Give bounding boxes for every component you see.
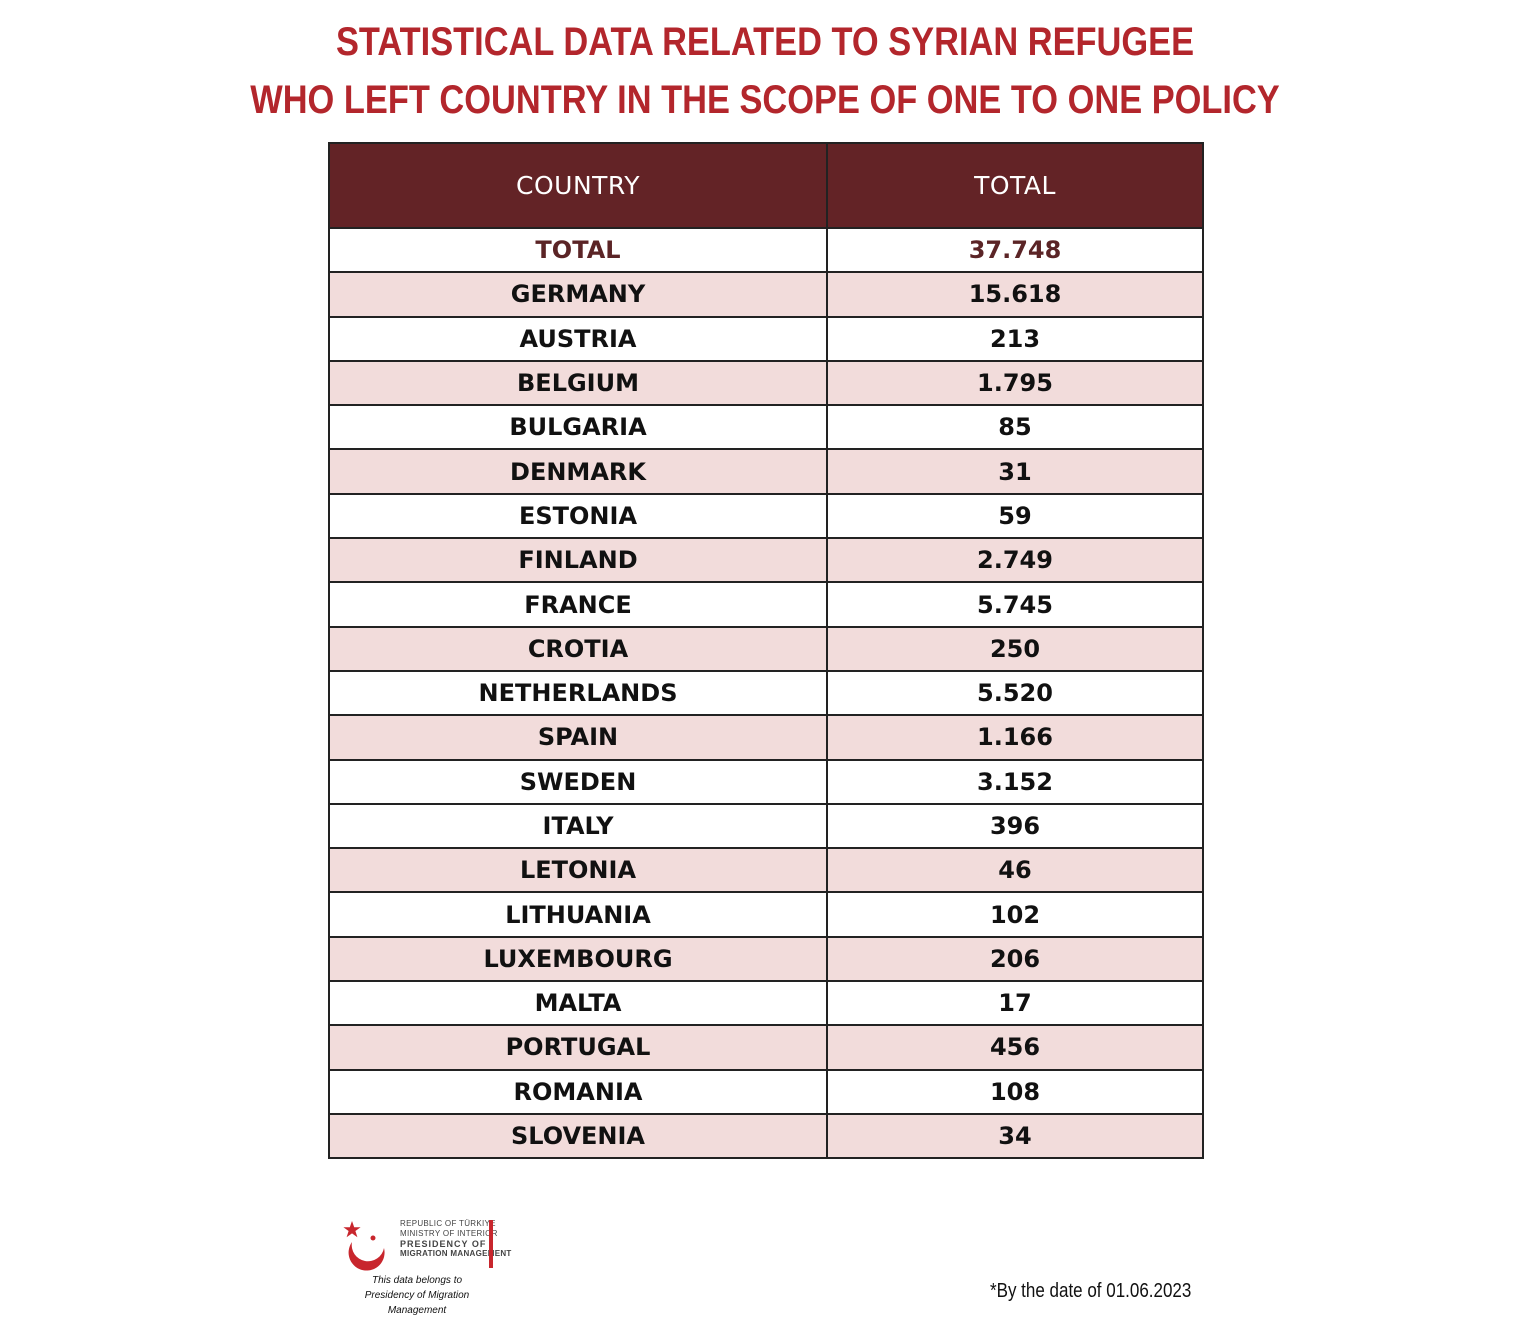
country-cell: CROTIA — [328, 625, 828, 672]
total-cell: 1.166 — [826, 714, 1204, 761]
country-cell: LITHUANIA — [328, 891, 828, 938]
crescent-star-icon — [343, 1221, 385, 1271]
total-cell: 31 — [826, 448, 1204, 495]
total-cell: 2.749 — [826, 537, 1204, 584]
logo-line-4: MIGRATION MANAGEMENT — [400, 1249, 512, 1258]
total-cell: 250 — [826, 625, 1204, 672]
country-cell: MALTA — [328, 980, 828, 1027]
total-cell: 15.618 — [826, 271, 1204, 318]
country-cell: SLOVENIA — [328, 1112, 828, 1160]
table-row: DENMARK 31 — [328, 448, 1204, 495]
page-title-line-1: STATISTICAL DATA RELATED TO SYRIAN REFUG… — [335, 20, 1195, 64]
country-cell: PORTUGAL — [328, 1024, 828, 1071]
country-cell: ESTONIA — [328, 492, 828, 540]
table-row: FRANCE 5.745 — [328, 581, 1204, 628]
country-cell: DENMARK — [328, 448, 828, 495]
country-cell: ROMANIA — [328, 1068, 828, 1115]
total-cell: 396 — [826, 802, 1204, 850]
table-row: ESTONIA 59 — [328, 492, 1204, 540]
table-row: LUXEMBOURG 206 — [328, 935, 1204, 983]
belongs-line-1: This data belongs to — [371, 1275, 463, 1286]
total-cell: 108 — [826, 1068, 1204, 1115]
country-cell: SWEDEN — [328, 758, 828, 805]
table-row: SLOVENIA 34 — [328, 1112, 1204, 1160]
country-cell: TOTAL — [328, 226, 828, 274]
table-row: FINLAND 2.749 — [328, 537, 1204, 584]
table-body: TOTAL 37.748 GERMANY 15.618 AUSTRIA 213 BELGIU… — [328, 226, 1204, 1160]
logo-line-1: REPUBLIC OF TÜRKIYE — [400, 1219, 496, 1228]
header-country: COUNTRY — [328, 142, 828, 229]
country-cell: LETONIA — [328, 847, 828, 894]
country-cell: FRANCE — [328, 581, 828, 628]
table-row: SWEDEN 3.152 — [328, 758, 1204, 805]
table-row: BELGIUM 1.795 — [328, 359, 1204, 407]
country-cell: SPAIN — [328, 714, 828, 761]
country-cell: LUXEMBOURG — [328, 935, 828, 983]
total-cell: 37.748 — [826, 226, 1204, 274]
country-cell: ITALY — [328, 802, 828, 850]
country-cell: AUSTRIA — [328, 315, 828, 362]
belongs-line-2: Presidency of Migration Management — [364, 1290, 470, 1316]
table-row: AUSTRIA 213 — [328, 315, 1204, 362]
table-row-total: TOTAL 37.748 — [328, 226, 1204, 274]
country-cell: GERMANY — [328, 271, 828, 318]
total-cell: 1.795 — [826, 359, 1204, 407]
total-cell: 17 — [826, 980, 1204, 1027]
page-title-line-2: WHO LEFT COUNTRY IN THE SCOPE OF ONE TO … — [250, 78, 1280, 122]
logo-line-3: PRESIDENCY OF — [400, 1239, 487, 1249]
table-row: LETONIA 46 — [328, 847, 1204, 894]
table-row: CROTIA 250 — [328, 625, 1204, 672]
table-row: ITALY 396 — [328, 802, 1204, 850]
logo-text: REPUBLIC OF TÜRKIYE MINISTRY OF INTERIOR… — [400, 1219, 512, 1259]
total-cell: 5.745 — [826, 581, 1204, 628]
total-cell: 206 — [826, 935, 1204, 983]
total-cell: 34 — [826, 1112, 1204, 1160]
total-cell: 85 — [826, 404, 1204, 451]
country-cell: NETHERLANDS — [328, 669, 828, 717]
table-row: SPAIN 1.166 — [328, 714, 1204, 761]
country-cell: BULGARIA — [328, 404, 828, 451]
logo-divider — [489, 1220, 493, 1268]
data-ownership-note: This data belongs to Presidency of Migra… — [338, 1273, 496, 1318]
table-row: NETHERLANDS 5.520 — [328, 669, 1204, 717]
total-cell: 59 — [826, 492, 1204, 540]
total-cell: 5.520 — [826, 669, 1204, 717]
date-footnote: *By the date of 01.06.2023 — [990, 1280, 1192, 1302]
total-cell: 46 — [826, 847, 1204, 894]
refugee-statistics-table: COUNTRY TOTAL TOTAL 37.748 GERMANY 15.618 AU… — [328, 142, 1204, 1160]
total-cell: 3.152 — [826, 758, 1204, 805]
total-cell: 102 — [826, 891, 1204, 938]
ministry-logo — [340, 1218, 500, 1276]
table-row: PORTUGAL 456 — [328, 1024, 1204, 1071]
table-row: MALTA 17 — [328, 980, 1204, 1027]
table-row: LITHUANIA 102 — [328, 891, 1204, 938]
table-row: ROMANIA 108 — [328, 1068, 1204, 1115]
country-cell: BELGIUM — [328, 359, 828, 407]
country-cell: FINLAND — [328, 537, 828, 584]
total-cell: 456 — [826, 1024, 1204, 1071]
header-total: TOTAL — [826, 142, 1204, 229]
total-cell: 213 — [826, 315, 1204, 362]
table-header-row: COUNTRY TOTAL — [328, 142, 1204, 229]
logo-line-2: MINISTRY OF INTERIOR — [400, 1229, 498, 1238]
table-row: BULGARIA 85 — [328, 404, 1204, 451]
table-row: GERMANY 15.618 — [328, 271, 1204, 318]
